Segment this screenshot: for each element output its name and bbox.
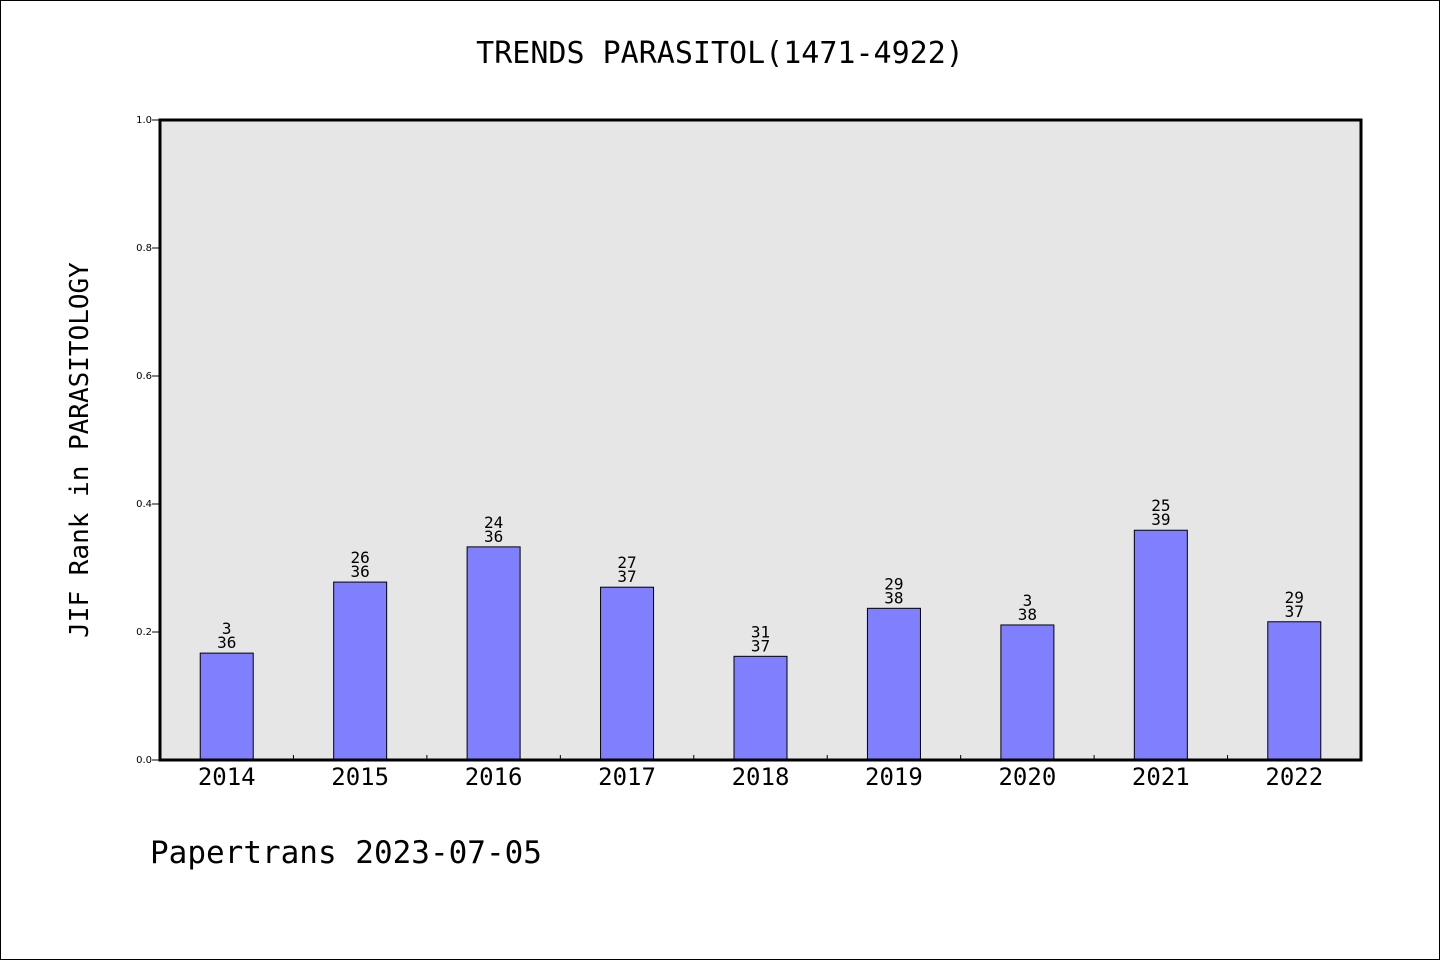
- bar-2022: [1267, 621, 1322, 761]
- x-tick-label: 2017: [598, 763, 656, 791]
- bar-label-rank: 25: [1151, 496, 1170, 515]
- bar-label-total: 39: [1151, 510, 1170, 529]
- x-tick-label: 2021: [1132, 763, 1190, 791]
- y-ticks-group: 0.0 0.2 0.4 0.6 0.8 1.0: [136, 115, 160, 766]
- x-tick-label: 2018: [732, 763, 790, 791]
- bar-2016: [466, 546, 521, 761]
- x-tick-label: 2015: [331, 763, 389, 791]
- x-ticks-group: 2014 2015 2016 2017 2018 2019 2020 2021 2022: [198, 755, 1323, 791]
- bar-label-rank: 24: [484, 513, 503, 532]
- y-tick-label: 0.0: [136, 755, 152, 766]
- x-tick-label: 2020: [998, 763, 1056, 791]
- bar-label-rank: 3: [222, 619, 232, 638]
- bar-label-total: 36: [217, 633, 236, 652]
- bar-label-rank: 29: [884, 574, 903, 593]
- bar-label-rank: 26: [351, 548, 370, 567]
- y-tick-label: 1.0: [136, 115, 152, 126]
- y-tick-label: 0.6: [136, 371, 152, 382]
- x-tick-label: 2016: [465, 763, 523, 791]
- bar-label-total: 36: [484, 527, 503, 546]
- y-tick-label: 0.8: [136, 243, 152, 254]
- y-tick-label: 0.2: [136, 627, 152, 638]
- plot-border: [158, 118, 1363, 762]
- chart-title: TRENDS PARASITOL(1471-4922): [476, 36, 964, 71]
- bar-label-total: 36: [351, 562, 370, 581]
- x-tick-label: 2022: [1265, 763, 1323, 791]
- bar-label-total: 38: [1018, 605, 1037, 624]
- bars-group: [199, 529, 1322, 761]
- bar-label-total: 37: [751, 636, 770, 655]
- bar-2015: [333, 581, 388, 761]
- bar-label-total: 37: [617, 567, 636, 586]
- y-tick-label: 0.4: [136, 499, 152, 510]
- bar-label-total: 37: [1285, 602, 1304, 621]
- bar-2020: [1000, 624, 1055, 761]
- bar-2014: [199, 652, 254, 761]
- bar-label-rank: 27: [617, 553, 636, 572]
- bar-label-total: 38: [884, 588, 903, 607]
- x-tick-label: 2019: [865, 763, 923, 791]
- bar-2021: [1133, 529, 1188, 761]
- bar-2017: [600, 586, 655, 761]
- bar-label-rank: 31: [751, 622, 770, 641]
- bar-2018: [733, 655, 788, 761]
- x-tick-label: 2014: [198, 763, 256, 791]
- bar-2019: [866, 607, 921, 761]
- bar-label-rank: 29: [1285, 588, 1304, 607]
- bar-label-rank: 3: [1023, 591, 1033, 610]
- footer-text: Papertrans 2023-07-05: [150, 835, 542, 871]
